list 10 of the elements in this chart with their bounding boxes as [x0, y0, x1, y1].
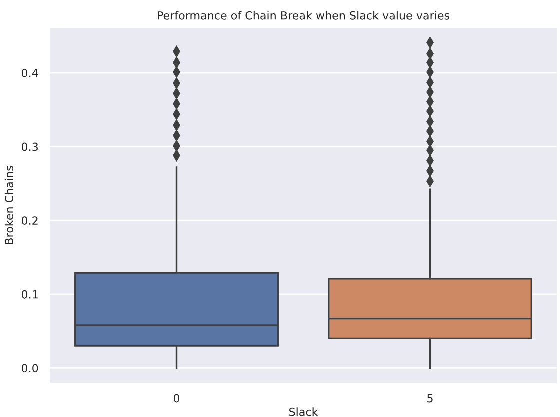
y-tick-label: 0.4	[22, 68, 38, 78]
x-tick-label: 5	[428, 394, 433, 403]
chart-title: Performance of Chain Break when Slack value varies	[158, 11, 450, 20]
y-tick-label: 0.3	[22, 142, 38, 152]
x-axis-title: Slack	[289, 408, 318, 416]
y-tick-label: 0.2	[22, 216, 38, 226]
y-tick-label: 0.1	[22, 290, 38, 299]
y-tick-label: 0.0	[22, 364, 38, 373]
y-axis-title: Broken Chains	[4, 166, 14, 244]
x-tick-label: 0	[174, 394, 180, 403]
